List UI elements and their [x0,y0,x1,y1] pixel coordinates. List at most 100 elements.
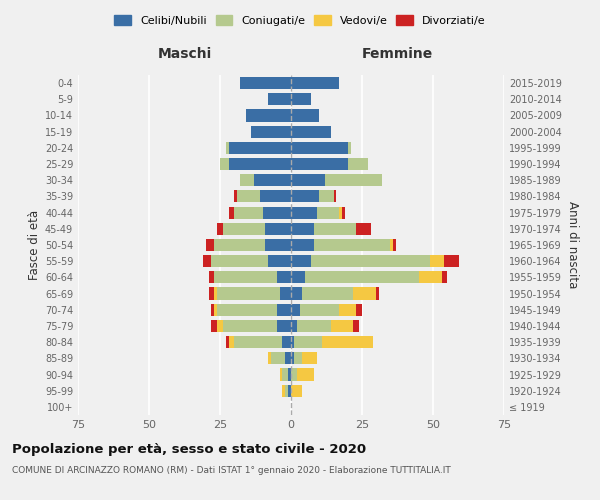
Bar [296,320,331,332]
Bar [296,368,314,380]
Bar [291,320,296,332]
Bar [209,272,214,283]
Bar [214,304,217,316]
Bar [419,272,442,283]
Bar [291,304,299,316]
Bar [268,93,291,106]
Bar [240,77,291,89]
Bar [288,368,291,380]
Bar [234,336,283,348]
Bar [334,190,337,202]
Bar [229,158,291,170]
Legend: Celibi/Nubili, Coniugati/e, Vedovi/e, Divorziati/e: Celibi/Nubili, Coniugati/e, Vedovi/e, Di… [112,13,488,28]
Bar [356,304,362,316]
Bar [265,239,291,251]
Bar [445,255,458,268]
Bar [214,288,217,300]
Bar [325,174,382,186]
Bar [305,272,419,283]
Bar [214,272,277,283]
Bar [206,239,214,251]
Bar [356,222,371,235]
Bar [226,142,229,154]
Bar [288,384,291,397]
Bar [294,352,302,364]
Bar [260,190,291,202]
Bar [240,174,254,186]
Bar [265,222,291,235]
Bar [302,352,317,364]
Bar [283,336,291,348]
Bar [322,336,373,348]
Bar [376,288,379,300]
Bar [291,272,305,283]
Bar [291,368,296,380]
Bar [217,304,277,316]
Bar [217,320,223,332]
Bar [291,174,325,186]
Bar [283,384,286,397]
Bar [203,255,211,268]
Text: Popolazione per età, sesso e stato civile - 2020: Popolazione per età, sesso e stato civil… [12,442,366,456]
Bar [209,288,214,300]
Bar [251,126,291,138]
Bar [254,174,291,186]
Bar [268,352,271,364]
Y-axis label: Fasce di età: Fasce di età [28,210,41,280]
Bar [291,126,331,138]
Text: Femmine: Femmine [362,48,433,62]
Bar [291,110,319,122]
Bar [291,190,319,202]
Bar [234,190,237,202]
Text: COMUNE DI ARCINAZZO ROMANO (RM) - Dati ISTAT 1° gennaio 2020 - Elaborazione TUTT: COMUNE DI ARCINAZZO ROMANO (RM) - Dati I… [12,466,451,475]
Bar [353,320,359,332]
Bar [291,352,294,364]
Bar [234,206,263,218]
Bar [291,142,348,154]
Bar [286,352,291,364]
Bar [223,320,277,332]
Bar [353,288,376,300]
Bar [277,304,291,316]
Bar [268,255,291,268]
Bar [280,288,291,300]
Bar [223,222,265,235]
Bar [291,255,311,268]
Bar [211,255,268,268]
Bar [277,320,291,332]
Bar [348,142,350,154]
Text: Maschi: Maschi [157,48,212,62]
Bar [283,368,288,380]
Bar [291,384,302,397]
Bar [311,255,430,268]
Bar [314,222,356,235]
Bar [430,255,445,268]
Bar [291,158,348,170]
Bar [286,384,288,397]
Bar [291,336,294,348]
Bar [211,304,214,316]
Bar [291,288,302,300]
Bar [299,304,339,316]
Bar [391,239,393,251]
Bar [442,272,447,283]
Bar [263,206,291,218]
Bar [339,206,342,218]
Bar [229,336,234,348]
Bar [348,158,368,170]
Bar [229,206,234,218]
Bar [271,352,286,364]
Y-axis label: Anni di nascita: Anni di nascita [566,202,579,288]
Bar [237,190,260,202]
Bar [294,336,322,348]
Bar [280,368,283,380]
Bar [211,320,217,332]
Bar [229,142,291,154]
Bar [291,206,317,218]
Bar [317,206,339,218]
Bar [226,336,229,348]
Bar [217,288,280,300]
Bar [277,272,291,283]
Bar [339,304,356,316]
Bar [291,222,314,235]
